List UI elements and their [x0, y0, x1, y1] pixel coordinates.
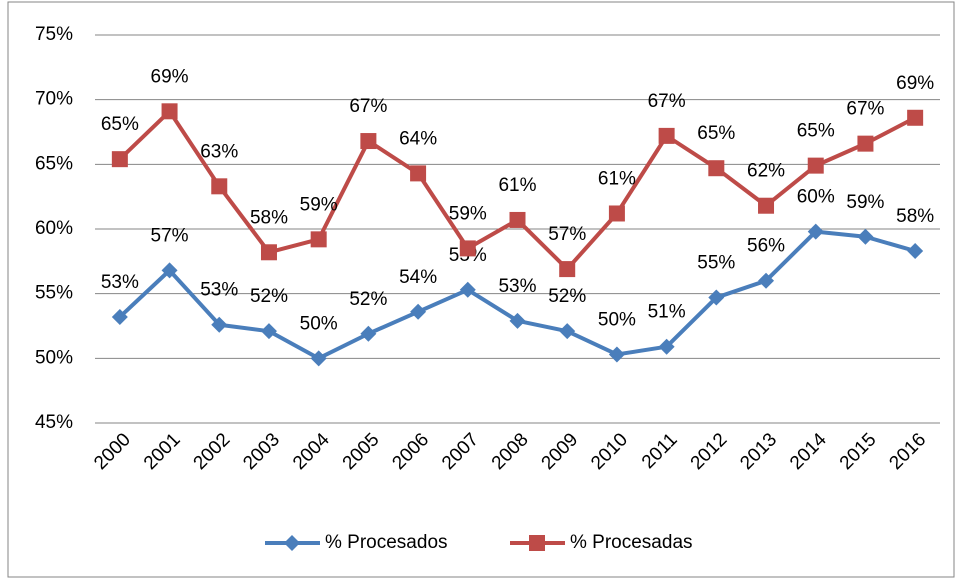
- data-label: 54%: [399, 267, 437, 288]
- point-marker: [260, 323, 277, 340]
- point-marker: [608, 346, 625, 363]
- data-label: 53%: [200, 280, 238, 301]
- data-label: 62%: [747, 161, 785, 182]
- point-marker: [559, 261, 576, 278]
- point-marker: [111, 308, 128, 325]
- point-marker: [907, 242, 924, 259]
- point-marker: [410, 165, 427, 182]
- point-marker: [211, 178, 228, 195]
- data-label: 65%: [101, 114, 139, 135]
- data-label: 59%: [300, 194, 338, 215]
- point-marker: [907, 109, 924, 126]
- point-marker: [310, 231, 327, 248]
- point-marker: [758, 272, 775, 289]
- data-label: 65%: [697, 123, 735, 144]
- data-label: 53%: [101, 272, 139, 293]
- point-marker: [509, 211, 526, 228]
- point-marker: [260, 244, 277, 261]
- point-marker: [658, 338, 675, 355]
- data-label: 69%: [896, 73, 934, 94]
- point-marker: [111, 151, 128, 168]
- legend-label: % Procesados: [325, 532, 448, 553]
- point-marker: [807, 157, 824, 174]
- data-label: 57%: [548, 224, 586, 245]
- point-marker: [360, 133, 377, 150]
- point-marker: [310, 350, 327, 367]
- point-marker: [708, 160, 725, 177]
- point-marker: [658, 127, 675, 144]
- point-marker: [758, 197, 775, 214]
- point-marker: [410, 303, 427, 320]
- data-label: 51%: [648, 302, 686, 323]
- y-tick-label: 60%: [35, 218, 73, 239]
- point-marker: [708, 289, 725, 306]
- y-tick-label: 45%: [35, 412, 73, 433]
- point-marker: [360, 325, 377, 342]
- data-label: 67%: [648, 91, 686, 112]
- point-marker: [459, 240, 476, 257]
- point-marker: [608, 205, 625, 222]
- data-label: 52%: [349, 289, 387, 310]
- data-label: 58%: [250, 207, 288, 228]
- data-label: 60%: [797, 187, 835, 208]
- point-marker: [857, 228, 874, 245]
- point-marker: [459, 281, 476, 298]
- y-tick-label: 55%: [35, 283, 73, 304]
- point-marker: [807, 223, 824, 240]
- data-label: 58%: [896, 206, 934, 227]
- data-label: 50%: [300, 313, 338, 334]
- point-marker: [284, 535, 300, 551]
- data-label: 52%: [250, 286, 288, 307]
- legend-label: % Procesadas: [570, 532, 693, 553]
- y-tick-label: 75%: [35, 24, 73, 45]
- data-label: 65%: [797, 121, 835, 142]
- point-marker: [509, 312, 526, 329]
- data-label: 64%: [399, 128, 437, 149]
- data-label: 67%: [349, 96, 387, 117]
- point-marker: [529, 535, 545, 551]
- data-label: 57%: [151, 225, 189, 246]
- data-label: 53%: [498, 276, 536, 297]
- data-label: 61%: [498, 175, 536, 196]
- data-label: 59%: [449, 203, 487, 224]
- point-marker: [161, 262, 178, 279]
- point-marker: [857, 135, 874, 152]
- data-label: 52%: [548, 286, 586, 307]
- point-marker: [211, 316, 228, 333]
- y-tick-label: 65%: [35, 153, 73, 174]
- data-label: 55%: [697, 253, 735, 274]
- data-label: 61%: [598, 168, 636, 189]
- data-label: 56%: [747, 236, 785, 257]
- data-label: 50%: [598, 309, 636, 330]
- point-marker: [161, 103, 178, 120]
- point-marker: [559, 323, 576, 340]
- data-label: 69%: [151, 66, 189, 87]
- data-label: 67%: [846, 99, 884, 120]
- y-tick-label: 50%: [35, 347, 73, 368]
- data-label: 59%: [846, 192, 884, 213]
- y-tick-label: 70%: [35, 89, 73, 110]
- data-label: 63%: [200, 141, 238, 162]
- chart-frame: [7, 1, 955, 578]
